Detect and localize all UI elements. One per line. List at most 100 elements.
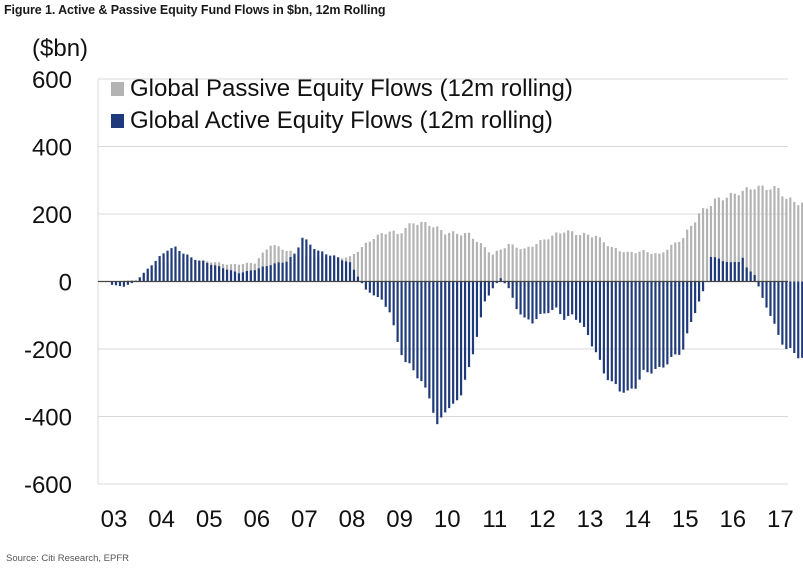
passive-bar [666, 249, 669, 282]
active-bar [289, 257, 292, 282]
active-bar [729, 262, 732, 282]
active-bar [368, 281, 371, 293]
active-bar [412, 281, 415, 371]
x-tick-label: 14 [624, 506, 651, 533]
active-bar [257, 268, 260, 282]
active-bar [285, 261, 288, 282]
active-bar [658, 281, 661, 367]
active-bar [745, 267, 748, 282]
x-axis-ticks: 03 04 05 06 07 08 09 10 11 12 13 14 15 16 17 [101, 506, 794, 533]
passive-bar [412, 223, 415, 282]
legend-active-label: Global Active Equity Flows (12m rolling) [130, 107, 553, 134]
passive-bar [440, 229, 443, 282]
passive-bar [400, 233, 403, 282]
passive-bar [729, 192, 732, 282]
x-tick-label: 13 [577, 506, 604, 533]
passive-bar [777, 187, 780, 282]
active-bar [277, 262, 280, 282]
x-tick-label: 04 [148, 506, 175, 533]
gridlines [97, 78, 788, 485]
passive-bar [571, 231, 574, 282]
active-bar [467, 281, 471, 368]
x-tick-label: 03 [101, 506, 128, 533]
active-bar [186, 254, 189, 282]
passive-bar [567, 230, 570, 282]
active-bar [408, 281, 411, 364]
passive-bar [769, 189, 772, 282]
passive-bar [614, 248, 617, 282]
chart-area: 600 400 200 0 -200 -400 -600 03 04 05 06 07 08 09 10 1… [24, 35, 803, 533]
active-bar [713, 257, 717, 282]
active-bar [293, 254, 296, 282]
passive-bar [670, 244, 673, 282]
y-tick-label: 200 [32, 202, 72, 229]
passive-bar [424, 222, 427, 282]
passive-bar [789, 197, 792, 282]
passive-bar [511, 244, 514, 282]
active-bar [602, 281, 605, 374]
active-bar [337, 257, 340, 282]
passive-bar [388, 231, 391, 282]
passive-bar [475, 242, 479, 282]
active-bar [428, 281, 431, 399]
active-bar [269, 265, 272, 282]
active-bar [749, 271, 752, 282]
active-bar [507, 281, 510, 289]
active-bar [118, 281, 122, 287]
active-bar [182, 253, 185, 282]
passive-bar [364, 242, 367, 282]
active-bar [305, 239, 308, 282]
active-bar [483, 281, 486, 302]
active-bar [348, 262, 352, 282]
passive-bar [376, 234, 379, 282]
passive-bar [725, 197, 728, 282]
active-bar [360, 281, 364, 284]
passive-bar [682, 238, 685, 282]
passive-bar [578, 235, 582, 282]
active-bar [198, 260, 201, 282]
active-bar [150, 265, 153, 282]
active-bar [678, 281, 681, 355]
passive-bar [630, 251, 633, 282]
passive-bar [392, 230, 395, 282]
active-bar [190, 257, 193, 282]
passive-bar [380, 233, 383, 282]
active-bar [452, 281, 455, 404]
active-bar [523, 281, 526, 318]
active-bar [793, 281, 796, 353]
active-bar [594, 281, 598, 353]
active-bar [670, 281, 673, 357]
passive-bar [420, 221, 423, 282]
x-tick-label: 08 [339, 506, 366, 533]
passive-bar [563, 232, 566, 282]
active-bar [547, 281, 550, 314]
active-bar [598, 281, 602, 360]
y-tick-label: -400 [24, 405, 72, 432]
passive-bar [586, 234, 590, 282]
passive-bar [527, 246, 530, 282]
active-bar [666, 281, 669, 365]
active-bar [110, 281, 114, 285]
active-bar [225, 269, 229, 282]
passive-bar [686, 229, 689, 282]
passive-bar [396, 234, 399, 282]
active-bar [325, 254, 328, 282]
passive-bar [650, 253, 653, 282]
passive-bar [733, 193, 736, 282]
active-bar [333, 255, 336, 282]
passive-bar [705, 208, 709, 282]
passive-bar [543, 239, 546, 282]
active-bar [210, 264, 213, 282]
passive-bar [352, 253, 356, 282]
active-bar [392, 281, 395, 326]
active-bar [396, 281, 399, 342]
passive-bar [626, 251, 629, 282]
active-bar [686, 281, 689, 334]
passive-bar [757, 185, 760, 282]
x-tick-label: 09 [386, 506, 413, 533]
y-tick-label: 600 [32, 67, 72, 94]
active-bar [221, 268, 225, 282]
active-bar [769, 281, 772, 316]
passive-bar [662, 252, 665, 282]
passive-bar [368, 241, 371, 282]
